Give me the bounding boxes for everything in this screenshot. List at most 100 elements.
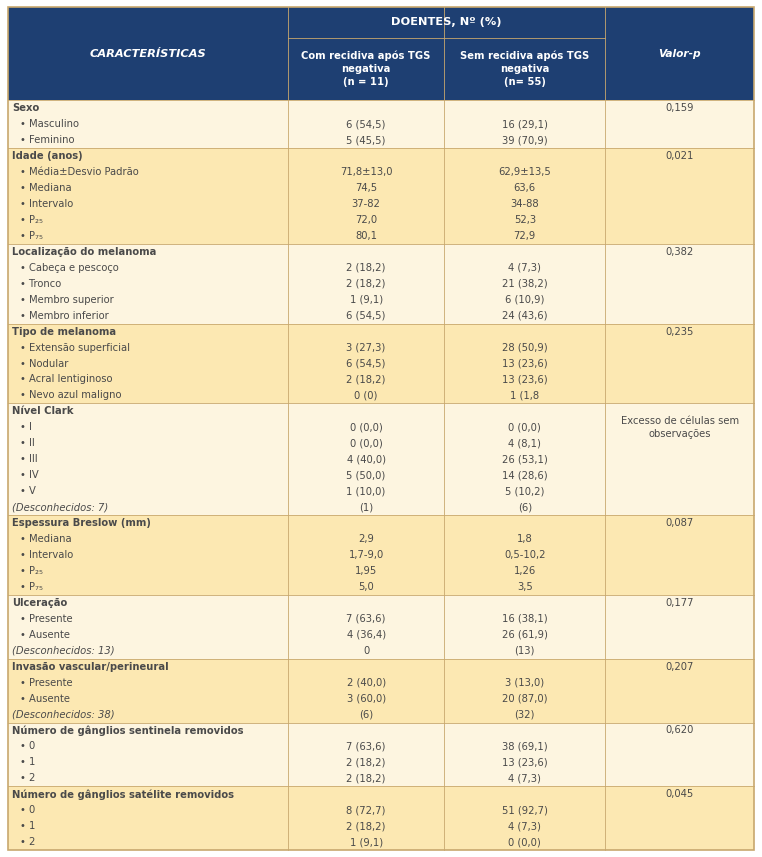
Bar (288, 547, 444, 563)
Text: • P₇₅: • P₇₅ (20, 582, 43, 592)
Bar (605, 547, 754, 563)
Text: 4 (40,0): 4 (40,0) (347, 454, 386, 464)
Bar (605, 452, 754, 467)
Bar (444, 834, 605, 850)
Text: 2 (18,2): 2 (18,2) (347, 821, 386, 831)
Bar (605, 180, 754, 196)
Bar (8, 739, 287, 754)
Bar (605, 435, 754, 452)
Bar (444, 324, 605, 339)
Bar (288, 196, 444, 212)
Text: 39 (70,9): 39 (70,9) (502, 135, 548, 145)
Bar (605, 611, 754, 626)
Bar (8, 611, 287, 626)
Bar (444, 579, 605, 595)
Bar (288, 770, 444, 787)
Bar (8, 659, 287, 674)
Text: • Nodular: • Nodular (20, 358, 68, 369)
Text: 0 (0,0): 0 (0,0) (350, 423, 383, 432)
Bar (444, 818, 605, 834)
Text: • 0: • 0 (20, 741, 35, 752)
Bar (444, 244, 605, 260)
Bar (444, 212, 605, 228)
Bar (444, 722, 605, 739)
Bar (444, 739, 605, 754)
Bar (8, 228, 287, 244)
Bar (605, 308, 754, 324)
Bar (288, 499, 444, 515)
Text: 2 (18,2): 2 (18,2) (347, 758, 386, 767)
Bar (444, 387, 605, 404)
Text: Número de gânglios satélite removidos: Número de gânglios satélite removidos (12, 789, 234, 800)
Text: • Presente: • Presente (20, 678, 72, 687)
Text: 2,9: 2,9 (358, 534, 374, 544)
Bar (444, 180, 605, 196)
Text: 6 (54,5): 6 (54,5) (347, 119, 386, 129)
Bar (605, 260, 754, 276)
Bar (444, 643, 605, 659)
Text: 6 (54,5): 6 (54,5) (347, 358, 386, 369)
Bar (605, 802, 754, 818)
Bar (605, 531, 754, 547)
Bar (605, 579, 754, 595)
Text: Sem recidiva após TGS
negativa
(n= 55): Sem recidiva após TGS negativa (n= 55) (460, 51, 589, 87)
Bar (288, 674, 444, 691)
Text: 26 (53,1): 26 (53,1) (502, 454, 548, 464)
Bar (288, 834, 444, 850)
Bar (444, 467, 605, 483)
Bar (8, 339, 287, 356)
Bar (288, 563, 444, 579)
Text: Valor-p: Valor-p (658, 49, 701, 58)
Text: Tipo de melanoma: Tipo de melanoma (12, 327, 117, 337)
Text: 0,5-10,2: 0,5-10,2 (504, 550, 546, 560)
Text: 20 (87,0): 20 (87,0) (502, 693, 548, 704)
Text: • Ausente: • Ausente (20, 630, 70, 640)
Bar (444, 276, 605, 291)
Text: 1,8: 1,8 (517, 534, 533, 544)
Text: • Intervalo: • Intervalo (20, 199, 73, 209)
Bar (288, 7, 605, 38)
Bar (605, 770, 754, 787)
Text: • Masculino: • Masculino (20, 119, 78, 129)
Bar (605, 244, 754, 260)
Text: 13 (23,6): 13 (23,6) (502, 758, 548, 767)
Bar (8, 626, 287, 643)
Bar (605, 722, 754, 739)
Bar (288, 164, 444, 180)
Bar (444, 291, 605, 308)
Text: Nível Clark: Nível Clark (12, 406, 74, 417)
Bar (288, 739, 444, 754)
Bar (8, 100, 287, 117)
Text: 52,3: 52,3 (514, 215, 536, 225)
Text: • 1: • 1 (20, 758, 35, 767)
Bar (8, 371, 287, 387)
Text: 0 (0,0): 0 (0,0) (350, 438, 383, 448)
Text: 0,235: 0,235 (665, 327, 694, 337)
Bar (288, 260, 444, 276)
Text: 0,087: 0,087 (665, 518, 694, 528)
Bar (8, 722, 287, 739)
Bar (288, 212, 444, 228)
Text: • Nevo azul maligno: • Nevo azul maligno (20, 391, 121, 400)
Text: • V: • V (20, 486, 36, 496)
Bar (8, 356, 287, 371)
Text: • III: • III (20, 454, 37, 464)
Bar (288, 291, 444, 308)
Text: 28 (50,9): 28 (50,9) (502, 343, 548, 352)
Text: (13): (13) (514, 645, 535, 656)
Text: 1,26: 1,26 (514, 566, 536, 576)
Bar (288, 515, 444, 531)
Text: 51 (92,7): 51 (92,7) (502, 806, 548, 815)
Text: Idade (anos): Idade (anos) (12, 151, 83, 161)
Text: Espessura Breslow (mm): Espessura Breslow (mm) (12, 518, 151, 528)
Text: • Membro inferior: • Membro inferior (20, 310, 108, 321)
Bar (8, 706, 287, 722)
Text: • Cabeça e pescoço: • Cabeça e pescoço (20, 263, 119, 273)
Text: 0,021: 0,021 (665, 151, 694, 161)
Bar (288, 626, 444, 643)
Text: (6): (6) (359, 710, 373, 720)
Text: • Acral lentiginoso: • Acral lentiginoso (20, 375, 112, 385)
Text: • P₇₅: • P₇₅ (20, 231, 43, 241)
Text: • II: • II (20, 438, 34, 448)
Bar (288, 180, 444, 196)
